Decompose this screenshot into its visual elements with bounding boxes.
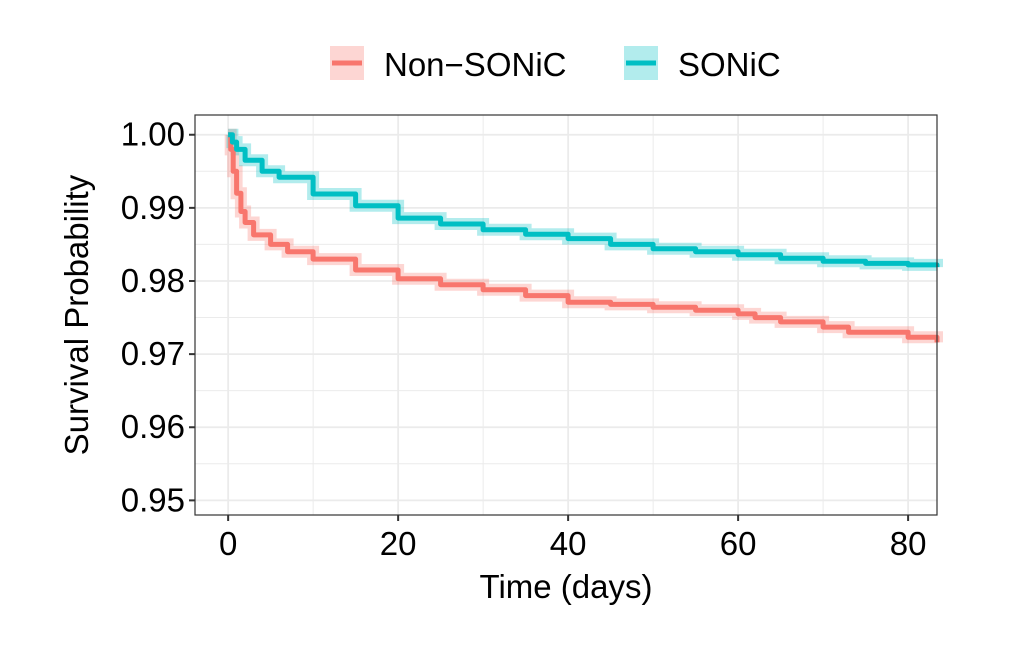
y-axis-label: Survival Probability <box>58 174 95 455</box>
legend-label-sonic: SONiC <box>678 46 781 83</box>
y-tick-label: 0.99 <box>121 189 185 226</box>
x-tick-label: 60 <box>720 525 757 562</box>
y-tick-label: 0.98 <box>121 262 185 299</box>
series-lines <box>228 132 940 343</box>
y-tick-label: 0.97 <box>121 335 185 372</box>
legend-label-non-sonic: Non−SONiC <box>384 46 566 83</box>
x-tick-label: 80 <box>890 525 927 562</box>
x-tick-label: 0 <box>219 525 237 562</box>
series-line-1 <box>228 132 940 268</box>
x-axis-label: Time (days) <box>480 568 653 605</box>
axes: 0 20 40 60 80 0.95 0.96 0.97 0.98 0.99 1.00 <box>121 116 927 562</box>
x-tick-label: 40 <box>550 525 587 562</box>
legend: Non−SONiC SONiC <box>330 46 781 83</box>
y-tick-label: 0.95 <box>121 481 185 518</box>
y-tick-label: 1.00 <box>121 116 185 153</box>
grid <box>195 115 937 515</box>
y-tick-label: 0.96 <box>121 408 185 445</box>
confidence-band-1 <box>226 128 943 271</box>
series-line-0 <box>228 132 940 343</box>
panel-border <box>194 114 938 516</box>
x-tick-label: 20 <box>380 525 417 562</box>
